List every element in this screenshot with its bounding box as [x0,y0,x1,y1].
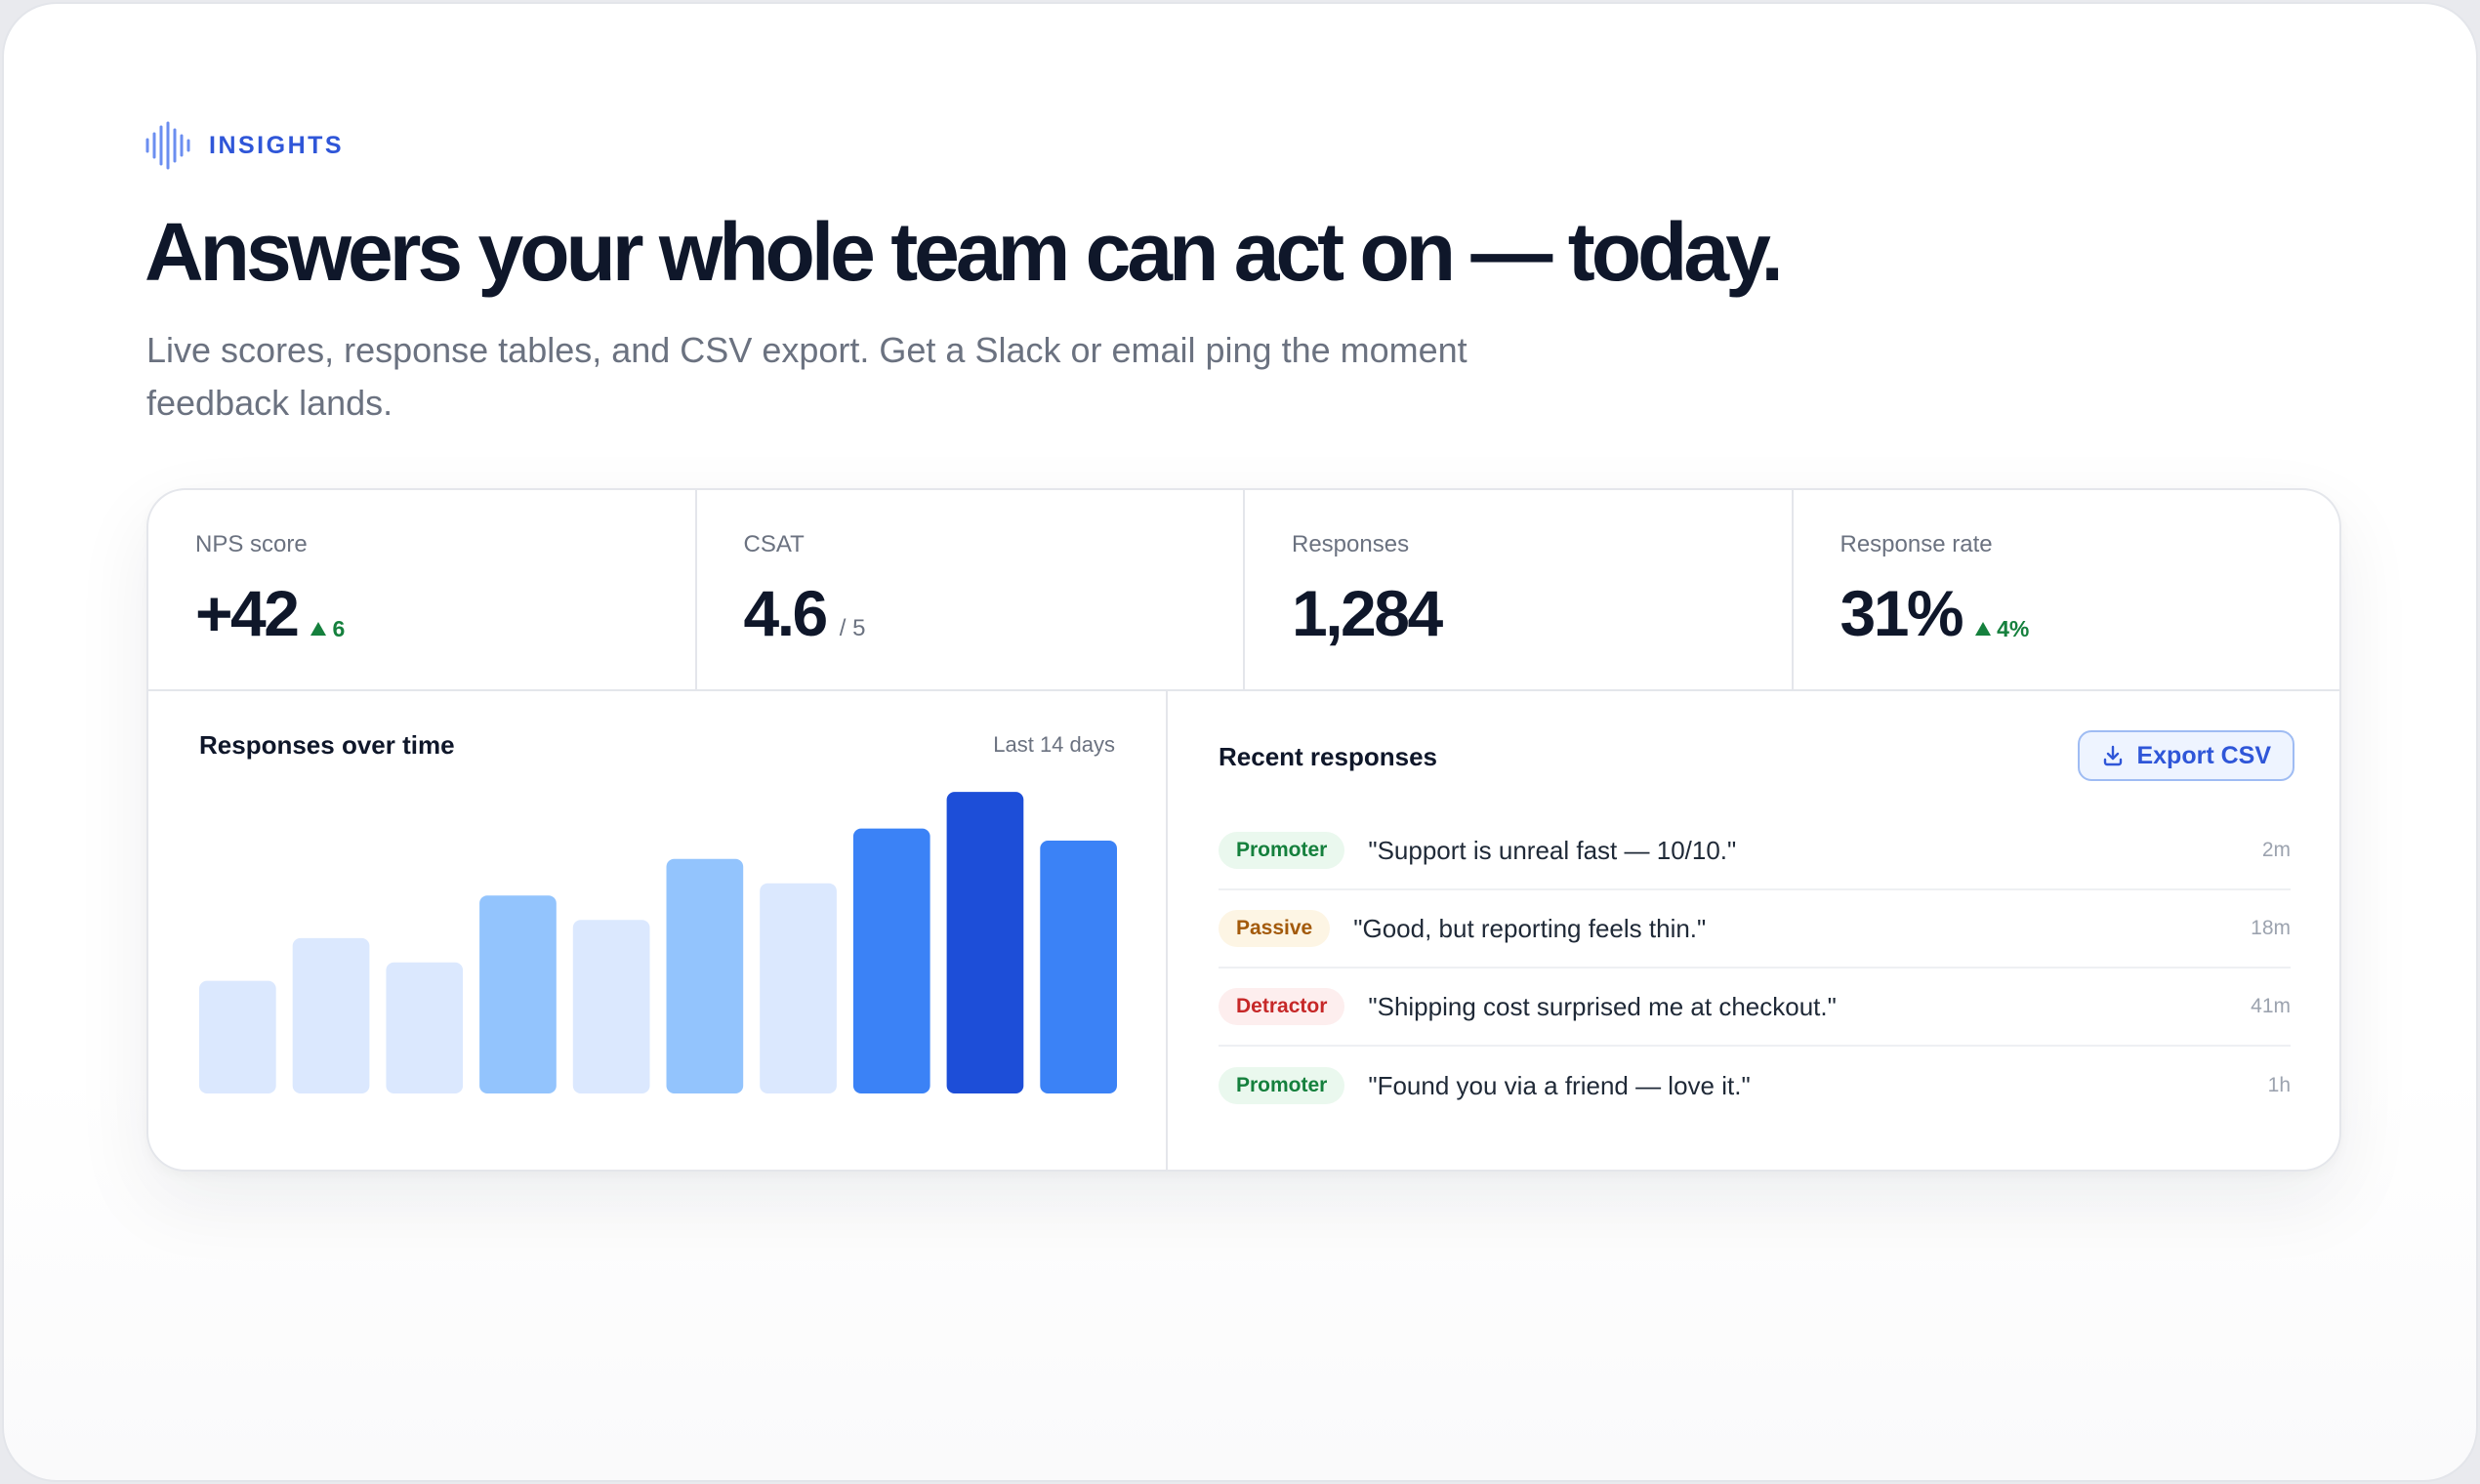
stat-responses: Responses 1,284 [1245,490,1794,689]
recent-responses-panel: Recent responses Export CSV Promoter "Su… [1168,691,2339,1170]
stat-value: 31% [1839,577,1964,649]
arrow-up-icon [310,622,327,636]
chart-bar [572,920,650,1093]
chart-bar [479,895,557,1093]
recent-responses-list: Promoter "Support is unreal fast — 10/10… [1219,812,2291,1125]
stat-response-rate: Response rate 31% 4% [1794,490,2340,689]
stat-value: 1,284 [1292,577,1443,649]
stats-row: NPS score +42 6 CSAT 4.6 / 5 Responses [148,490,2339,691]
responses-chart-panel: Responses over time Last 14 days [148,691,1168,1170]
download-icon [2104,745,2123,766]
arrow-up-icon [1975,622,1992,636]
stat-delta: 4% [1975,616,2029,642]
response-row[interactable]: Promoter "Found you via a friend — love … [1219,1047,2291,1125]
page-subhead: Live scores, response tables, and CSV ex… [146,330,1467,423]
chart-bar [1040,841,1117,1093]
chart-bar [199,980,276,1093]
response-quote: "Good, but reporting feels thin." [1353,913,1707,943]
responses-bar-chart [199,792,1117,1093]
status-badge: Promoter [1219,1067,1345,1104]
chart-bar [292,937,370,1093]
stat-delta-value: 4% [1997,615,2030,641]
status-badge: Promoter [1219,832,1345,869]
chart-bar [852,828,930,1093]
response-time: 18m [2251,917,2291,939]
chart-bar [946,792,1024,1093]
chart-bar [760,883,837,1093]
stat-suffix: / 5 [839,615,866,641]
response-time: 1h [2267,1074,2291,1096]
insights-dashboard-card: NPS score +42 6 CSAT 4.6 / 5 Responses [146,488,2341,1172]
chart-range-label: Last 14 days [993,732,1115,757]
stat-value: +42 [195,577,300,649]
response-row[interactable]: Passive "Good, but reporting feels thin.… [1219,890,2291,969]
stat-label: NPS score [195,531,308,557]
waveform-icon [145,121,190,170]
response-row[interactable]: Detractor "Shipping cost surprised me at… [1219,969,2291,1047]
response-quote: "Found you via a friend — love it." [1368,1070,1751,1100]
stat-label: Response rate [1839,531,1993,557]
stat-label: Responses [1292,531,1410,557]
chart-bar [666,858,744,1093]
response-row[interactable]: Promoter "Support is unreal fast — 10/10… [1219,812,2291,890]
stat-csat: CSAT 4.6 / 5 [697,490,1245,689]
eyebrow-label: INSIGHTS [209,131,345,159]
export-csv-button[interactable]: Export CSV [2078,730,2294,781]
chart-title: Responses over time [199,730,455,760]
page-headline: Answers your whole team can act on — tod… [145,206,1784,298]
response-time: 41m [2251,995,2291,1017]
recent-responses-title: Recent responses [1219,742,1437,771]
stat-label: CSAT [743,531,805,557]
stat-nps: NPS score +42 6 [148,490,697,689]
stat-value: 4.6 [743,577,829,649]
stat-delta: 6 [310,616,345,642]
response-time: 2m [2261,839,2291,861]
export-csv-label: Export CSV [2136,741,2271,769]
section-eyebrow: INSIGHTS [145,121,344,170]
stat-delta-value: 6 [332,615,346,641]
response-quote: "Support is unreal fast — 10/10." [1368,835,1737,865]
status-badge: Detractor [1219,988,1345,1025]
status-badge: Passive [1219,910,1331,947]
response-quote: "Shipping cost surprised me at checkout.… [1368,991,1837,1021]
chart-bar [386,962,464,1093]
